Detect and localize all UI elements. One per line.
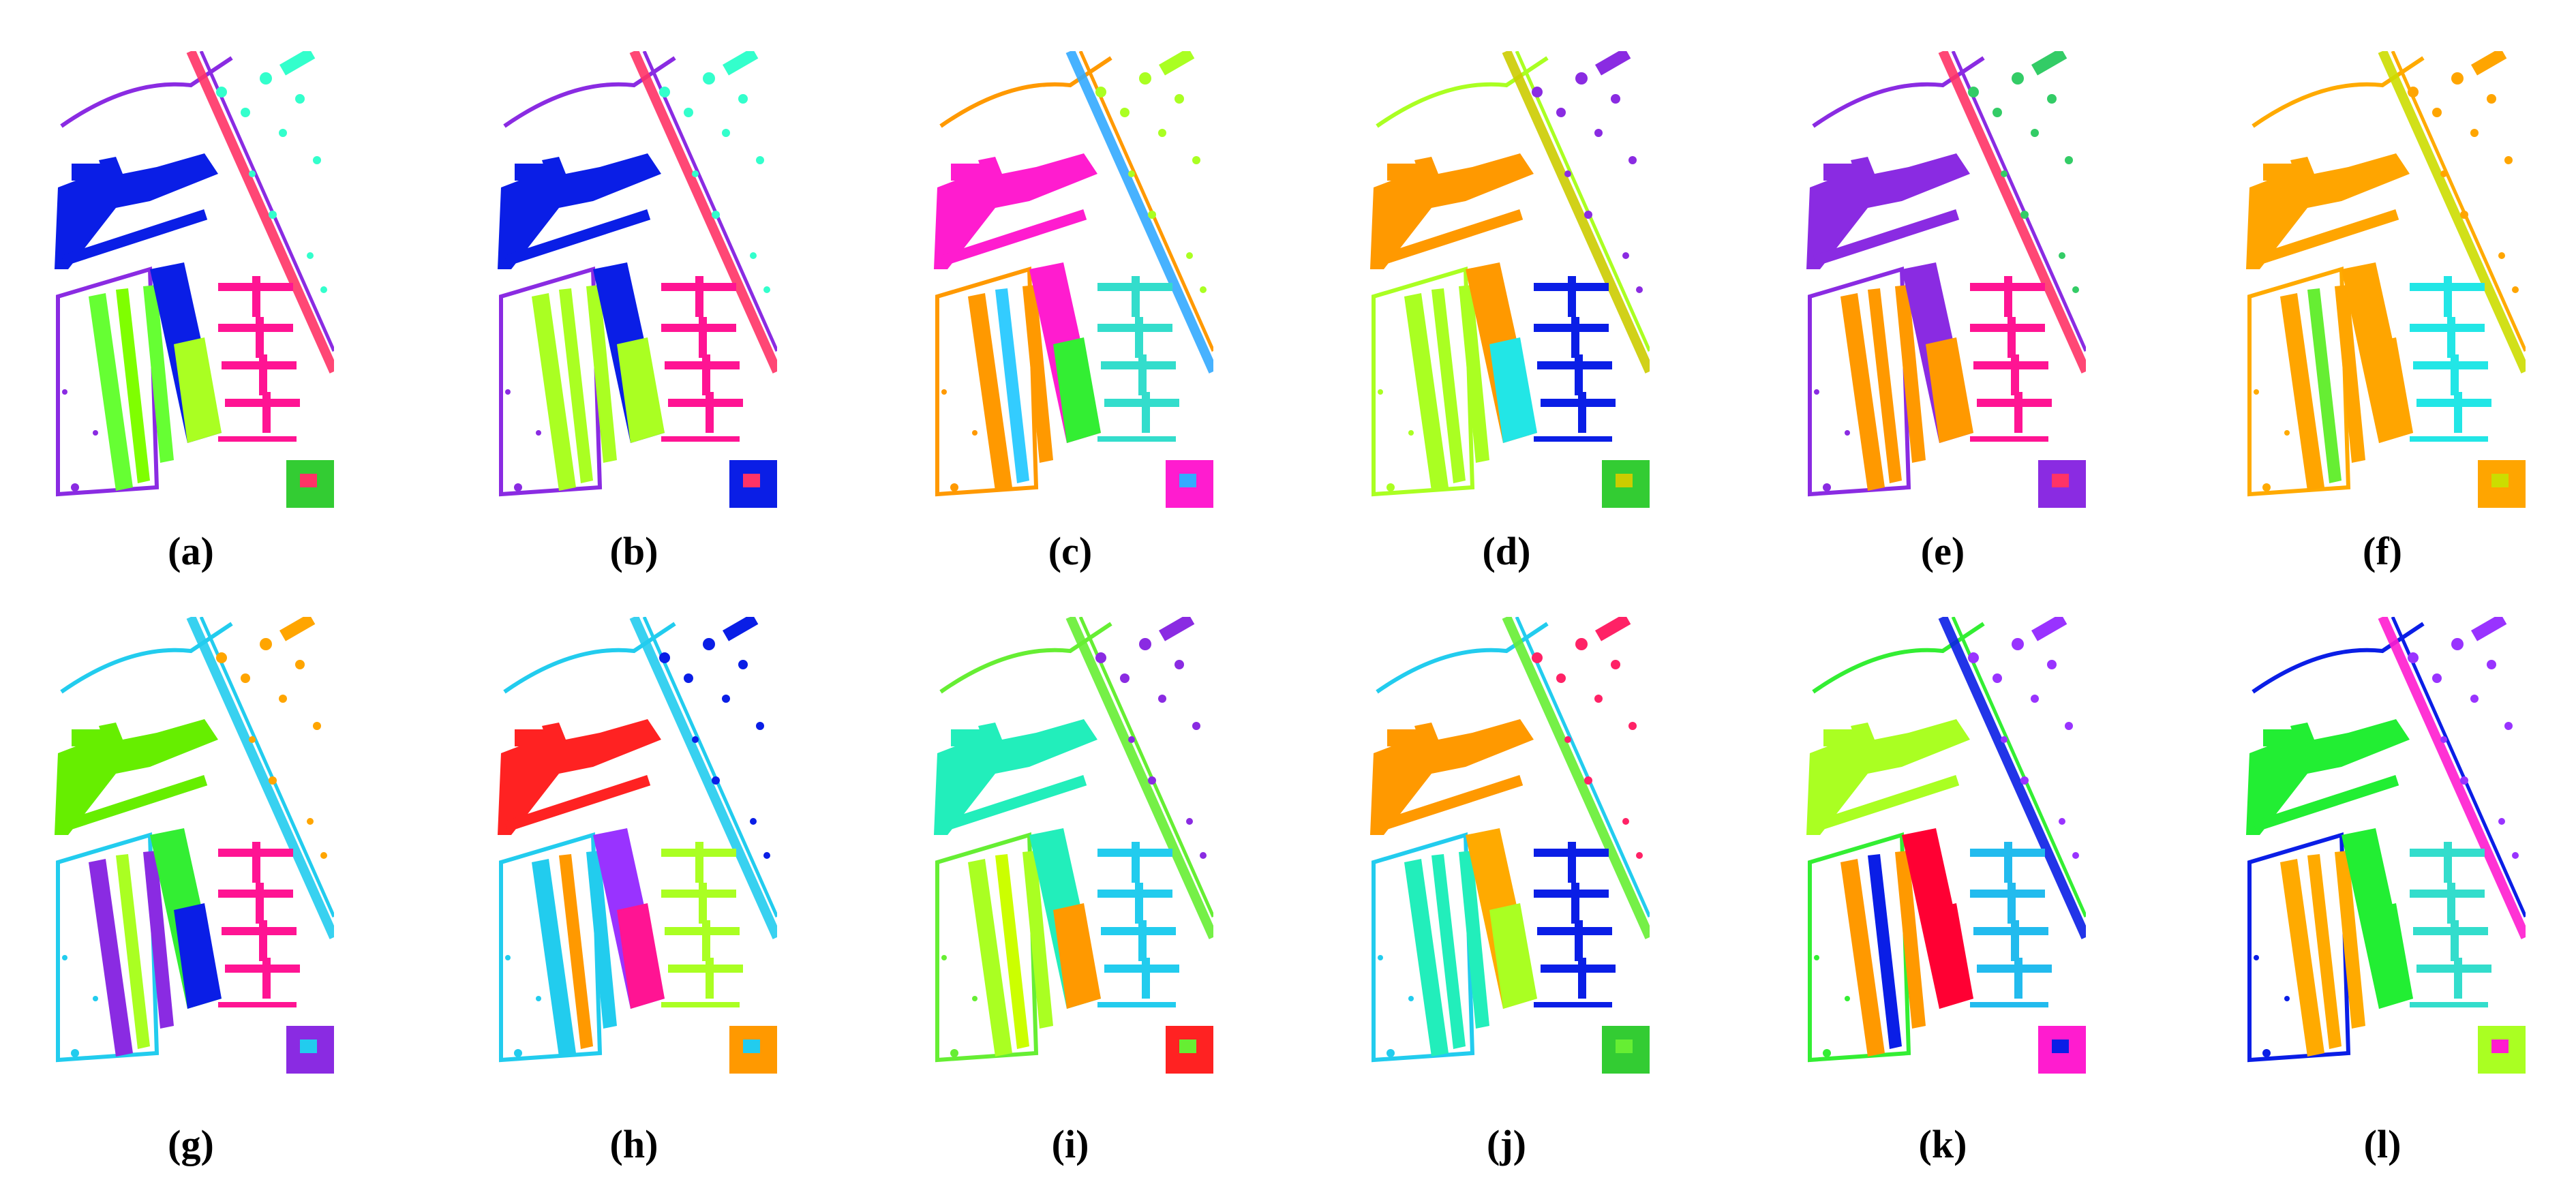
classification-map [491, 51, 777, 508]
panel-caption: (c) [1048, 529, 1093, 573]
panel-caption: (k) [1918, 1122, 1967, 1166]
panel-caption: (g) [168, 1122, 214, 1166]
panel-label: e [1934, 529, 1952, 573]
panel-caption: (j) [1487, 1122, 1526, 1166]
panel-label: a [181, 529, 201, 573]
classification-map [1363, 51, 1650, 508]
panel-label: g [181, 1122, 201, 1166]
panel-caption: (a) [168, 529, 214, 573]
panel-caption: (h) [609, 1122, 658, 1166]
panel-caption: (b) [609, 529, 658, 573]
panel-caption: (l) [2363, 1122, 2401, 1166]
classification-map [48, 617, 334, 1074]
panel-label: k [1931, 1122, 1954, 1166]
panel-label: c [1061, 529, 1079, 573]
classification-map [2239, 51, 2526, 508]
classification-map [927, 51, 1213, 508]
panel-label: j [1500, 1122, 1513, 1166]
classification-map [2239, 617, 2526, 1074]
classification-map [1363, 617, 1650, 1074]
panel-label: d [1495, 529, 1518, 573]
panel-label: f [2376, 529, 2389, 573]
panel-caption: (i) [1051, 1122, 1089, 1166]
panel-label: h [622, 1122, 646, 1166]
classification-map [1800, 51, 2086, 508]
panel-caption: (e) [1920, 529, 1965, 573]
panel-caption: (d) [1482, 529, 1531, 573]
panel-caption: (f) [2363, 529, 2402, 573]
classification-map [48, 51, 334, 508]
classification-map [1800, 617, 2086, 1074]
panel-label: b [622, 529, 646, 573]
panel-label: l [2376, 1122, 2389, 1166]
panel-label: i [1064, 1122, 1076, 1166]
classification-map [491, 617, 777, 1074]
classification-map [927, 617, 1213, 1074]
